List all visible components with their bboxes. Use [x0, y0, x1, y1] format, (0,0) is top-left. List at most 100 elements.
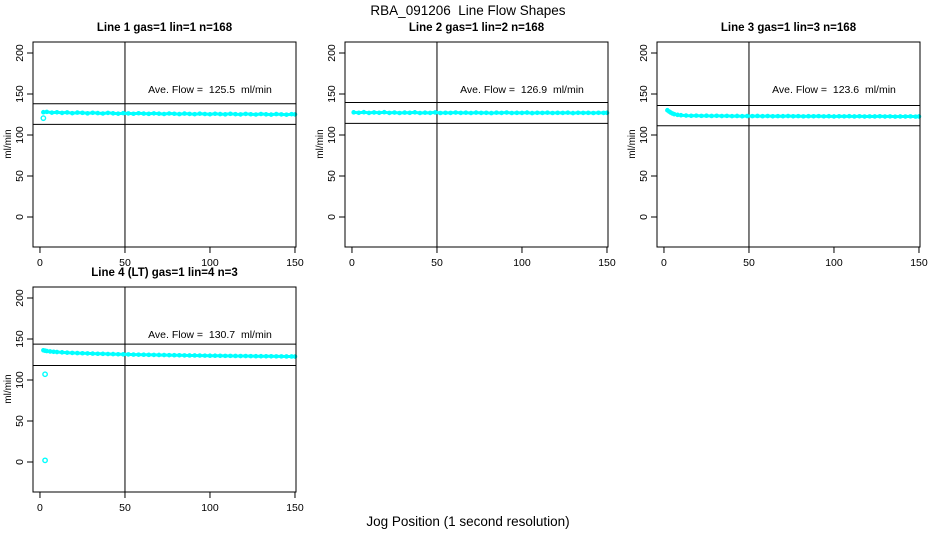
data-point: [64, 350, 70, 355]
data-point: [253, 353, 259, 359]
data-point: [187, 353, 192, 358]
data-point: [392, 110, 397, 115]
data-point: [187, 111, 192, 117]
data-point: [744, 113, 750, 119]
data-point: [292, 354, 298, 359]
y-tick-label: 200: [14, 289, 26, 307]
data-point: [704, 113, 709, 119]
data-point: [80, 350, 85, 356]
panel-3-title: Line 3 gas=1 lin=3 n=168: [720, 22, 857, 34]
x-tick-label: 0: [661, 257, 667, 269]
data-point: [770, 113, 776, 119]
data-point: [202, 353, 208, 358]
plot-box: [32, 286, 297, 493]
data-point: [292, 112, 298, 117]
y-tick-label: 100: [326, 126, 338, 144]
data-point: [171, 352, 177, 358]
data-point: [376, 110, 382, 116]
data-point: [182, 353, 187, 358]
data-point: [49, 110, 55, 115]
y-tick-label: 0: [326, 214, 338, 220]
plot-box: [32, 41, 297, 248]
data-point: [69, 110, 75, 116]
data-point: [263, 353, 269, 359]
y-tick-label: 50: [14, 170, 26, 182]
data-point: [806, 113, 811, 119]
data-point: [381, 109, 387, 115]
data-point: [407, 110, 413, 116]
data-point: [171, 111, 177, 117]
data-point: [146, 352, 152, 358]
data-point: [44, 109, 50, 115]
data-point: [207, 111, 213, 117]
data-point: [699, 113, 704, 119]
flow-band: [665, 108, 921, 119]
data-point: [59, 110, 65, 116]
data-point: [59, 350, 65, 355]
data-point: [115, 351, 121, 357]
x-tick-label: 150: [910, 257, 928, 269]
data-point: [604, 110, 610, 116]
data-point: [110, 351, 116, 357]
data-point: [427, 110, 433, 116]
data-point: [197, 353, 203, 358]
data-point: [258, 353, 264, 359]
data-point: [90, 351, 95, 356]
data-point: [867, 114, 872, 119]
data-point: [877, 113, 883, 119]
data-point: [729, 113, 735, 119]
data-point: [591, 110, 596, 116]
data-point: [100, 111, 106, 116]
data-point: [177, 111, 182, 117]
data-point: [545, 110, 550, 115]
data-point: [366, 110, 372, 116]
panel-2: 0 50 100 150 0 50 100 150 200: [326, 41, 616, 269]
data-point: [882, 114, 888, 119]
data-point: [760, 113, 765, 119]
data-point: [80, 110, 85, 116]
data-point: [64, 110, 70, 115]
data-point: [862, 114, 867, 119]
y-tick-label: 50: [14, 415, 26, 427]
panel-2-ave-flow-annotation: Ave. Flow = 126.9 ml/min: [460, 84, 584, 96]
data-point: [688, 113, 694, 119]
data-point: [115, 111, 121, 116]
y-tick-label: 200: [326, 44, 338, 62]
data-point: [243, 111, 248, 117]
y-tick-label: 0: [14, 459, 26, 465]
data-point: [458, 110, 464, 116]
data-point: [903, 114, 908, 119]
data-point: [596, 110, 601, 116]
data-point: [54, 109, 60, 115]
data-point: [916, 114, 922, 119]
data-point: [151, 352, 157, 358]
data-point: [826, 113, 832, 119]
y-tick-label: 100: [14, 371, 26, 389]
data-point: [678, 112, 684, 118]
data-point: [887, 114, 893, 119]
data-point: [739, 113, 745, 119]
x-tick-label: 100: [201, 502, 219, 514]
data-point: [892, 114, 898, 119]
data-point: [478, 110, 484, 116]
data-point: [371, 110, 377, 115]
data-point: [141, 111, 146, 116]
data-point: [238, 353, 243, 359]
panel-3: 0 50 100 150 0 50 100 150 200: [638, 41, 928, 269]
data-point: [90, 110, 95, 116]
data-point: [279, 354, 284, 359]
data-point: [75, 110, 80, 115]
data-point: [146, 111, 152, 117]
y-tick-label: 150: [14, 85, 26, 103]
data-point: [248, 111, 254, 117]
data-point: [222, 353, 228, 359]
data-point: [243, 353, 248, 359]
y-tick-label: 150: [638, 85, 650, 103]
data-point: [750, 113, 755, 119]
data-point: [95, 351, 101, 357]
data-point: [683, 113, 689, 118]
data-point: [85, 111, 90, 116]
data-point: [555, 110, 560, 116]
data-point: [222, 112, 228, 117]
chart-title: RBA_091206 Line Flow Shapes: [370, 3, 566, 18]
